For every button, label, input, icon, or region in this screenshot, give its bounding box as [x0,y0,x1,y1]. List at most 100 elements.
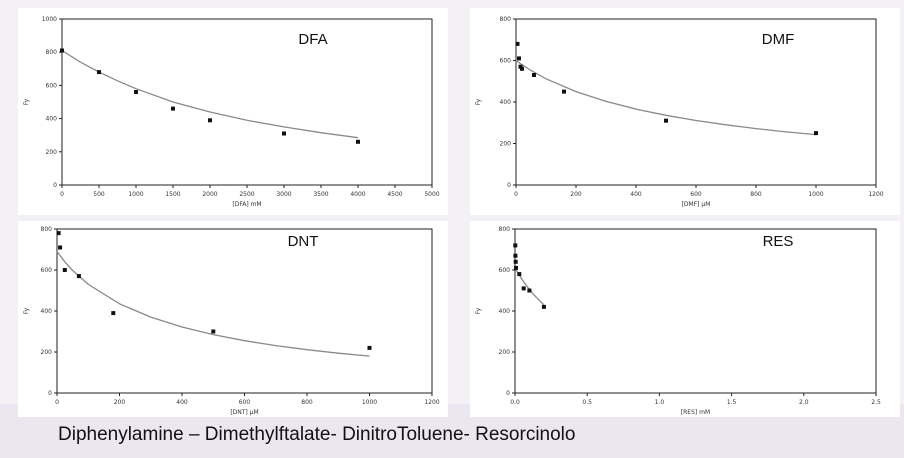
x-tick-label: 0.0 [510,399,520,406]
x-tick-label: 1.5 [727,399,737,406]
x-tick-label: 400 [176,399,188,406]
y-tick-label: 400 [46,116,58,123]
x-tick-label: 500 [93,191,105,198]
data-point [62,268,67,272]
x-tick-label: 5000 [424,191,439,198]
chart-panel-background [470,8,900,215]
x-tick-label: 3000 [276,191,291,198]
x-tick-label: 1.0 [655,399,665,406]
y-axis-label: Fy [23,307,30,314]
x-tick-label: 200 [114,399,126,406]
y-tick-label: 800 [499,226,511,233]
x-tick-label: 3500 [313,191,328,198]
x-axis-label: [DNT] μM [230,409,258,416]
data-point [664,118,668,123]
x-tick-label: 4500 [387,191,402,198]
data-point [211,329,216,334]
x-tick-label: 4000 [350,191,365,198]
chart-panel-background [18,221,448,417]
chart-title: RES [763,233,794,250]
y-axis-label: Fy [475,98,482,105]
fit-curve [515,59,817,136]
y-tick-label: 0 [507,182,511,189]
chart-panel-background [18,8,448,215]
x-tick-label: 600 [239,399,251,406]
x-axis-label: [DFA] mM [232,201,261,208]
data-point [521,286,526,291]
data-point [517,56,521,61]
y-tick-label: 1000 [42,16,57,23]
y-tick-label: 600 [499,267,511,274]
data-point [134,90,138,94]
x-axis-label: [RES] mM [681,409,710,416]
data-point [562,89,566,94]
x-tick-label: 1000 [128,191,143,198]
data-point [513,243,518,248]
y-tick-label: 800 [41,226,53,233]
data-point [208,118,212,123]
y-tick-label: 400 [499,308,511,315]
x-tick-label: 1200 [868,191,883,198]
data-point [527,288,532,293]
data-point [814,131,818,136]
x-tick-label: 2.0 [799,399,809,406]
data-point [171,106,175,111]
y-tick-label: 400 [41,308,53,315]
y-tick-label: 800 [500,16,512,23]
data-point [76,274,81,279]
x-tick-label: 0.5 [582,399,592,406]
fit-curve [56,251,370,357]
y-tick-label: 0 [53,182,57,189]
y-tick-label: 800 [46,49,58,56]
y-tick-label: 200 [499,349,511,356]
chart-panel-res: 0.0 0.5 1.0 1.5 2.0 2.5 0 200 400 600 800 [RES] mM F… [470,221,900,417]
x-tick-label: 0 [60,191,64,198]
data-point [515,41,520,46]
chart-panel-dmf: 0 200 400 600 800 1000 1200 0 200 400 600 800 [DMF] … [470,8,900,215]
chart-title: DFA [298,31,327,48]
x-tick-label: 0 [514,191,518,198]
x-tick-label: 400 [630,191,642,198]
y-axis-label: Fy [23,98,30,105]
x-tick-label: 200 [570,191,582,198]
y-tick-label: 0 [48,390,52,397]
data-point [541,304,546,309]
slide-caption: Diphenylamine – Dimethylftalate- Dinitro… [58,424,576,445]
x-tick-label: 1200 [424,399,439,406]
data-point [367,345,372,350]
data-point [513,253,518,258]
data-point [532,73,536,77]
chart-panel-dfa: 0 500 1000 1500 2000 2500 3000 3500 4000 4500 5000… [18,8,448,215]
data-point [60,48,64,53]
fit-curve [61,49,359,139]
x-tick-label: 600 [690,191,702,198]
x-tick-label: 1000 [362,399,377,406]
y-tick-label: 600 [41,267,53,274]
data-point [518,64,523,69]
chart-title: DMF [762,31,795,48]
x-tick-label: 2000 [202,191,217,198]
data-point [356,139,360,144]
y-tick-label: 400 [500,99,512,106]
y-tick-label: 600 [46,82,58,89]
data-point [97,70,101,75]
x-tick-label: 800 [750,191,762,198]
x-tick-label: 2.5 [871,399,881,406]
x-tick-label: 800 [301,399,313,406]
data-point [282,131,286,136]
chart-panel-dnt: 0 200 400 600 800 1000 1200 0 200 400 600 800 [DNT] … [18,221,448,417]
x-tick-label: 2500 [239,191,254,198]
data-point [111,311,116,316]
x-axis-label: [DMF] μM [682,201,711,208]
data-point [56,231,61,236]
data-point [517,272,522,277]
data-point [513,259,518,264]
y-axis-label: Fy [475,307,482,314]
x-tick-label: 0 [55,399,59,406]
y-tick-label: 200 [500,141,512,148]
y-tick-label: 0 [506,390,510,397]
data-point [58,245,63,250]
x-tick-label: 1500 [165,191,180,198]
data-point [514,265,518,270]
